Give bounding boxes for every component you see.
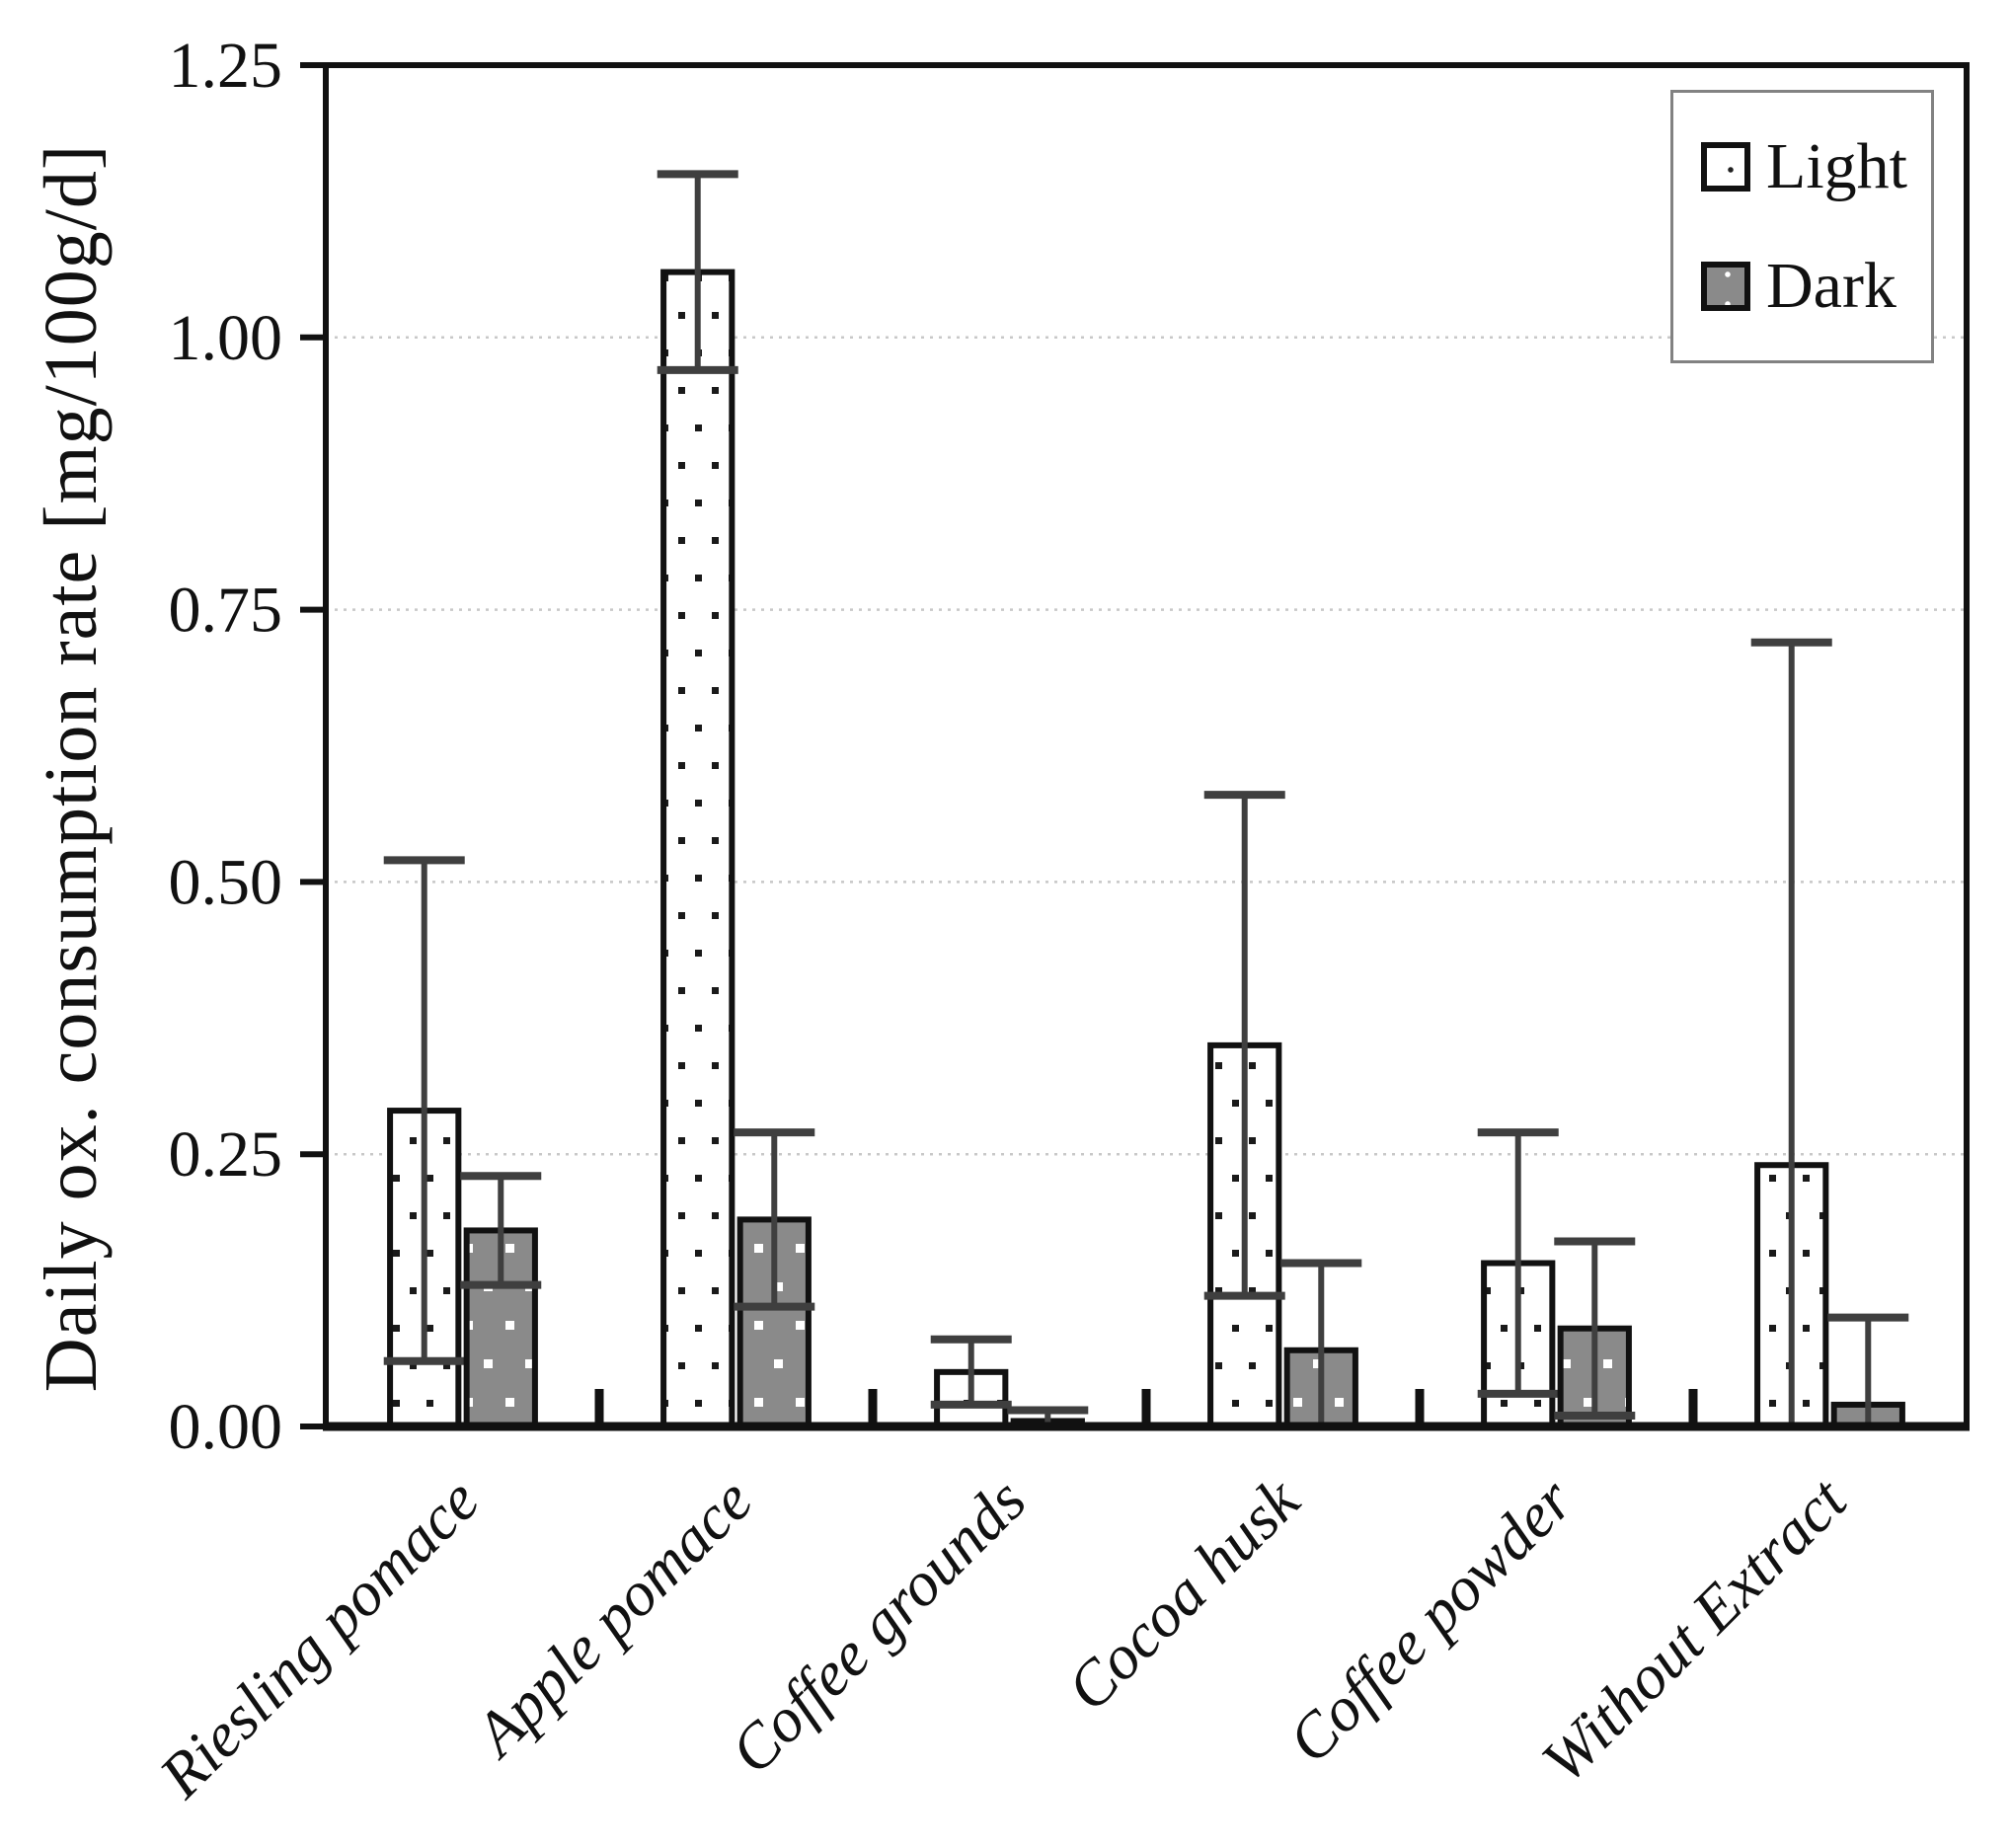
error-bar-dark-riesling-pomace xyxy=(460,1172,542,1289)
x-category-label-coffee-powder: Coffee powder xyxy=(1275,1464,1586,1776)
legend-swatch-dark-icon xyxy=(1701,262,1750,312)
bar-light-apple-pomace xyxy=(660,269,735,1429)
y-tick-label-0.75: 0.75 xyxy=(169,575,283,647)
error-bar-light-cocoa-husk xyxy=(1203,791,1285,1300)
y-tick-label-0: 0.00 xyxy=(169,1391,283,1463)
legend: Light Dark xyxy=(1670,90,1934,363)
x-category-label-apple-pomace: Apple pomace xyxy=(459,1465,766,1772)
error-bar-light-riesling-pomace xyxy=(383,856,465,1365)
x-category-label-riesling-pomace: Riesling pomace xyxy=(145,1465,492,1811)
y-tick-label-0.25: 0.25 xyxy=(169,1118,283,1191)
y-axis-title: Daily ox. consumption rate [mg/100g/d] xyxy=(30,143,113,1393)
error-bar-dark-cocoa-husk xyxy=(1280,1259,1362,1426)
x-category-label-cocoa-husk: Cocoa husk xyxy=(1053,1464,1314,1725)
error-bar-light-without-extract xyxy=(1750,638,1832,1426)
y-tick-label-0.5: 0.50 xyxy=(169,846,283,918)
legend-swatch-light-icon xyxy=(1701,141,1750,192)
y-tick-label-1.25: 1.25 xyxy=(169,30,283,102)
y-tick-label-1: 1.00 xyxy=(169,302,283,374)
error-bar-light-apple-pomace xyxy=(657,170,738,374)
legend-item-light: Light xyxy=(1701,129,1931,202)
error-bar-dark-without-extract xyxy=(1827,1313,1909,1426)
x-category-label-coffee-grounds: Coffee grounds xyxy=(717,1465,1039,1787)
error-bar-dark-coffee-powder xyxy=(1554,1237,1636,1420)
error-bar-dark-apple-pomace xyxy=(734,1128,815,1311)
legend-label-light: Light xyxy=(1766,129,1907,202)
legend-label-dark: Dark xyxy=(1766,250,1896,323)
error-bar-light-coffee-powder xyxy=(1477,1128,1559,1398)
legend-item-dark: Dark xyxy=(1701,254,1931,319)
error-bar-light-coffee-grounds xyxy=(930,1335,1012,1409)
